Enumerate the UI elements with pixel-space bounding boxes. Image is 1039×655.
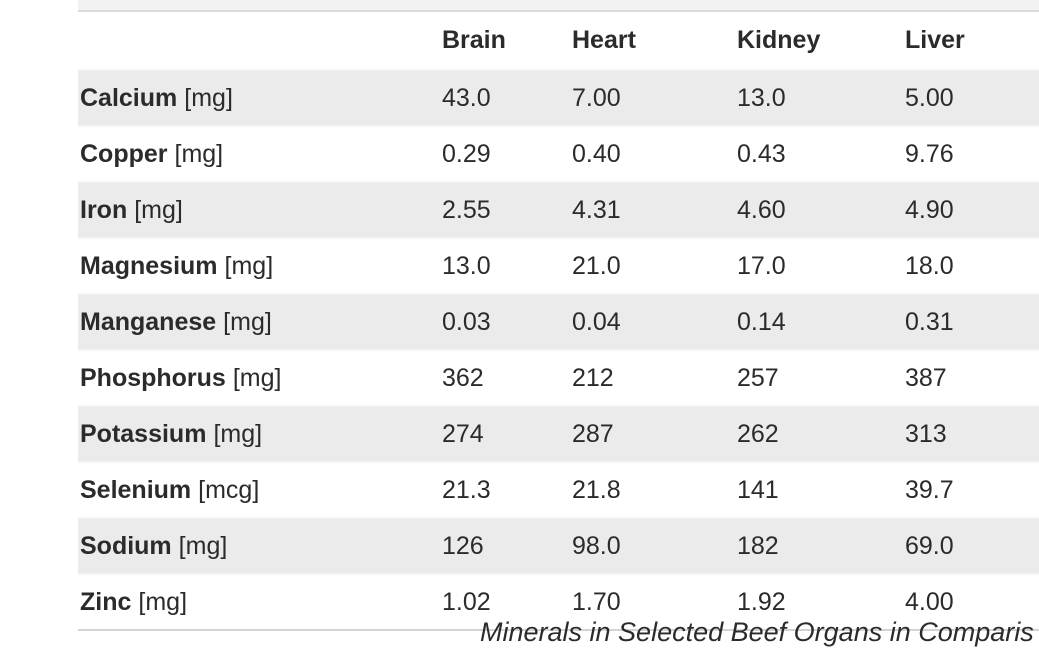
value-liver: 387 <box>905 363 947 392</box>
value-liver: 69.0 <box>903 517 1039 575</box>
mineral-name: Copper <box>80 139 168 168</box>
table-row: Zinc [mg] 1.02 1.70 1.92 4.00 <box>78 574 1039 629</box>
value-heart: 4.31 <box>570 181 735 239</box>
table-row: Potassium [mg] 274 287 262 313 <box>78 405 1039 463</box>
value-kidney: 4.60 <box>735 181 903 239</box>
column-header-brain: Brain <box>442 26 506 54</box>
table-row: Copper [mg] 0.29 0.40 0.43 9.76 <box>78 126 1039 182</box>
table-caption: Minerals in Selected Beef Organs in Comp… <box>480 612 1034 652</box>
mineral-name: Sodium <box>80 531 172 560</box>
mineral-unit: [mg] <box>223 307 272 336</box>
mineral-unit: [mcg] <box>198 475 260 504</box>
value-brain: 1.02 <box>442 587 491 616</box>
mineral-unit: [mg] <box>224 251 274 280</box>
mineral-name: Selenium <box>80 475 192 504</box>
table-row: Iron [mg] 2.55 4.31 4.60 4.90 <box>78 181 1039 239</box>
value-kidney: 257 <box>737 363 779 392</box>
value-brain: 274 <box>440 405 570 463</box>
value-brain: 0.29 <box>442 139 491 168</box>
value-liver: 5.00 <box>903 69 1039 127</box>
value-kidney: 1.92 <box>737 587 786 616</box>
value-heart: 212 <box>572 363 614 392</box>
value-brain: 21.3 <box>442 475 491 504</box>
value-brain: 362 <box>442 363 484 392</box>
mineral-unit: [mg] <box>138 587 188 616</box>
minerals-table: Brain Heart Kidney Liver Calcium [mg] 43.… <box>78 12 1039 629</box>
value-kidney: 0.14 <box>735 293 903 351</box>
value-kidney: 182 <box>735 517 903 575</box>
caption-text: Minerals in Selected Beef Organs in Comp… <box>480 617 1034 647</box>
value-liver: 4.90 <box>903 181 1039 239</box>
row-label: Potassium [mg] <box>78 405 440 463</box>
mineral-unit: [mg] <box>213 419 263 448</box>
value-kidney: 141 <box>737 475 779 504</box>
value-liver: 313 <box>903 405 1039 463</box>
column-header-kidney: Kidney <box>737 26 821 54</box>
value-brain: 13.0 <box>442 251 491 280</box>
row-label: Zinc [mg] <box>78 574 440 629</box>
value-kidney: 17.0 <box>737 251 786 280</box>
value-kidney: 262 <box>735 405 903 463</box>
value-liver: 4.00 <box>905 587 954 616</box>
value-liver: 9.76 <box>905 139 954 168</box>
value-liver: 39.7 <box>905 475 954 504</box>
mineral-name: Magnesium <box>80 251 218 280</box>
header-row: Brain Heart Kidney Liver <box>78 12 1039 70</box>
table-top-border <box>78 10 1039 12</box>
value-heart: 287 <box>570 405 735 463</box>
value-heart: 0.40 <box>572 139 621 168</box>
mineral-name: Phosphorus <box>80 363 226 392</box>
value-heart: 1.70 <box>572 587 621 616</box>
row-label: Manganese [mg] <box>78 293 440 351</box>
value-heart: 7.00 <box>570 69 735 127</box>
row-label: Magnesium [mg] <box>78 238 440 294</box>
table-row: Selenium [mcg] 21.3 21.8 141 39.7 <box>78 462 1039 518</box>
table-row: Magnesium [mg] 13.0 21.0 17.0 18.0 <box>78 238 1039 294</box>
mineral-name: Iron <box>80 195 128 224</box>
row-label: Calcium [mg] <box>78 69 440 127</box>
mineral-name: Zinc <box>80 587 132 616</box>
row-label-column-header <box>78 12 440 70</box>
value-kidney: 0.43 <box>737 139 786 168</box>
mineral-name: Potassium <box>80 419 207 448</box>
value-brain: 2.55 <box>440 181 570 239</box>
table-row: Phosphorus [mg] 362 212 257 387 <box>78 350 1039 406</box>
value-heart: 21.8 <box>572 475 621 504</box>
mineral-unit: [mg] <box>134 195 183 224</box>
value-brain: 0.03 <box>440 293 570 351</box>
value-liver: 0.31 <box>903 293 1039 351</box>
mineral-name: Manganese <box>80 307 217 336</box>
value-brain: 43.0 <box>440 69 570 127</box>
column-header-liver: Liver <box>905 26 965 54</box>
row-label: Selenium [mcg] <box>78 462 440 518</box>
value-heart: 0.04 <box>570 293 735 351</box>
value-brain: 126 <box>440 517 570 575</box>
clipped-row-above <box>78 0 1039 10</box>
column-header-heart: Heart <box>572 26 636 54</box>
table-row: Calcium [mg] 43.0 7.00 13.0 5.00 <box>78 69 1039 127</box>
minerals-table-container: Brain Heart Kidney Liver Calcium [mg] 43.… <box>78 0 1039 631</box>
mineral-unit: [mg] <box>232 363 282 392</box>
row-label: Phosphorus [mg] <box>78 350 440 406</box>
row-label: Iron [mg] <box>78 181 440 239</box>
mineral-unit: [mg] <box>178 531 228 560</box>
value-heart: 21.0 <box>572 251 621 280</box>
mineral-unit: [mg] <box>174 139 224 168</box>
table-bottom-border <box>78 629 1039 631</box>
row-label: Copper [mg] <box>78 126 440 182</box>
value-kidney: 13.0 <box>735 69 903 127</box>
row-label: Sodium [mg] <box>78 517 440 575</box>
table-row: Sodium [mg] 126 98.0 182 69.0 <box>78 517 1039 575</box>
mineral-unit: [mg] <box>184 83 233 112</box>
value-heart: 98.0 <box>570 517 735 575</box>
mineral-name: Calcium <box>80 83 178 112</box>
value-liver: 18.0 <box>905 251 954 280</box>
table-row: Manganese [mg] 0.03 0.04 0.14 0.31 <box>78 293 1039 351</box>
